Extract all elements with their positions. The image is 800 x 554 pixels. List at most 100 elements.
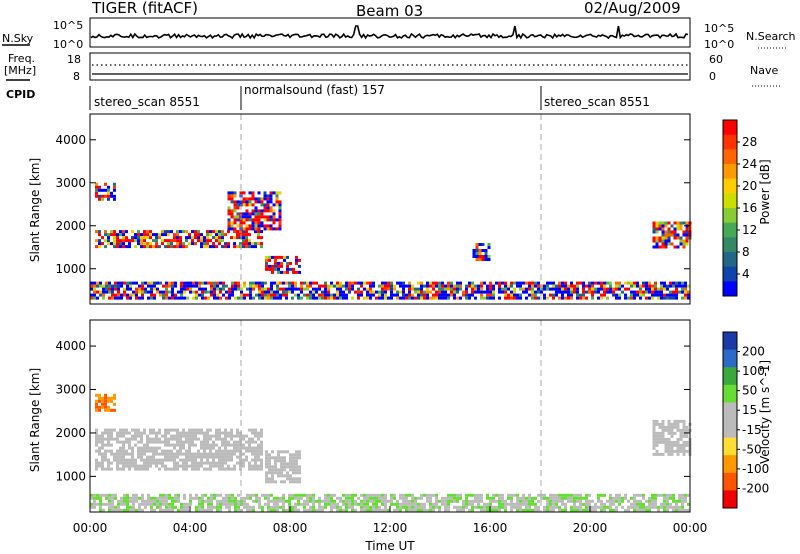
heatmap-cell bbox=[274, 264, 277, 268]
heatmap-cell bbox=[564, 493, 567, 497]
heatmap-cell bbox=[189, 287, 192, 291]
heatmap-cell bbox=[227, 467, 230, 471]
heatmap-cell bbox=[254, 449, 257, 453]
heatmap-cell bbox=[260, 242, 263, 246]
heatmap-cell bbox=[534, 290, 537, 294]
heatmap-cell bbox=[165, 496, 168, 500]
colorbar-segment bbox=[723, 367, 737, 386]
heatmap-cell bbox=[676, 227, 680, 231]
heatmap-cell bbox=[149, 236, 152, 240]
heatmap-cell bbox=[286, 471, 289, 475]
heatmap-cell bbox=[405, 493, 408, 497]
heatmap-cell bbox=[191, 464, 194, 468]
heatmap-cell bbox=[630, 293, 633, 297]
heatmap-cell bbox=[213, 493, 216, 497]
heatmap-cell bbox=[655, 437, 659, 441]
heatmap-cell bbox=[660, 293, 663, 297]
heatmap-cell bbox=[137, 431, 140, 435]
heatmap-cell bbox=[280, 471, 283, 475]
heatmap-cell bbox=[387, 284, 390, 288]
heatmap-cell bbox=[248, 191, 252, 195]
heatmap-cell bbox=[117, 281, 120, 285]
heatmap-cell bbox=[534, 502, 537, 506]
heatmap-cell bbox=[239, 455, 242, 459]
heatmap-cell bbox=[170, 230, 173, 234]
heatmap-cell bbox=[271, 456, 274, 460]
heatmap-cell bbox=[95, 464, 98, 468]
heatmap-cell bbox=[144, 499, 147, 503]
heatmap-cell bbox=[498, 502, 501, 506]
heatmap-cell bbox=[289, 459, 292, 463]
heatmap-cell bbox=[218, 437, 221, 441]
heatmap-cell bbox=[260, 221, 264, 225]
heatmap-cell bbox=[105, 493, 108, 497]
heatmap-cell bbox=[227, 212, 231, 216]
heatmap-cell bbox=[660, 493, 663, 497]
heatmap-cell bbox=[192, 284, 195, 288]
heatmap-cell bbox=[384, 496, 387, 500]
heatmap-cell bbox=[489, 499, 492, 503]
heatmap-cell bbox=[438, 505, 441, 509]
heatmap-cell bbox=[663, 499, 666, 503]
heatmap-cell bbox=[501, 496, 504, 500]
heatmap-cell bbox=[203, 446, 206, 450]
heatmap-cell bbox=[339, 284, 342, 288]
feature-late-band bbox=[652, 419, 692, 456]
heatmap-cell bbox=[224, 452, 227, 456]
heatmap-cell bbox=[206, 467, 209, 471]
heatmap-cell bbox=[206, 230, 209, 234]
heatmap-cell bbox=[381, 496, 384, 500]
heatmap-cell bbox=[522, 287, 525, 291]
heatmap-cell bbox=[149, 440, 152, 444]
heatmap-cell bbox=[285, 296, 288, 300]
heatmap-cell bbox=[266, 203, 270, 207]
heatmap-cell bbox=[289, 465, 292, 469]
heatmap-cell bbox=[531, 287, 534, 291]
colorbar-segment bbox=[723, 349, 737, 368]
heatmap-cell bbox=[96, 493, 99, 497]
heatmap-cell bbox=[312, 290, 315, 294]
heatmap-cell bbox=[111, 284, 114, 288]
heatmap-cell bbox=[309, 508, 312, 512]
heatmap-cell bbox=[134, 236, 137, 240]
heatmap-cell bbox=[117, 293, 120, 297]
heatmap-cell bbox=[543, 293, 546, 297]
heatmap-cell bbox=[429, 499, 432, 503]
heatmap-cell bbox=[474, 499, 477, 503]
heatmap-cell bbox=[618, 287, 621, 291]
heatmap-cell bbox=[360, 499, 363, 503]
heatmap-cell bbox=[156, 496, 159, 500]
heatmap-cell bbox=[216, 493, 219, 497]
heatmap-cell bbox=[264, 502, 267, 506]
heatmap-cell bbox=[254, 440, 257, 444]
heatmap-cell bbox=[206, 434, 209, 438]
heatmap-cell bbox=[257, 233, 260, 237]
heatmap-cell bbox=[167, 452, 170, 456]
heatmap-cell bbox=[402, 284, 405, 288]
heatmap-cell bbox=[140, 446, 143, 450]
heatmap-cell bbox=[140, 440, 143, 444]
heatmap-cell bbox=[114, 496, 117, 500]
heatmap-cell bbox=[194, 452, 197, 456]
heatmap-cell bbox=[167, 443, 170, 447]
heatmap-cell bbox=[642, 505, 645, 509]
heatmap-cell bbox=[339, 281, 342, 285]
heatmap-cell bbox=[339, 508, 342, 512]
heatmap-cell bbox=[685, 434, 689, 438]
heatmap-cell bbox=[330, 505, 333, 509]
heatmap-cell bbox=[318, 296, 321, 300]
heatmap-cell bbox=[660, 287, 663, 291]
heatmap-cell bbox=[251, 467, 254, 471]
heatmap-cell bbox=[673, 419, 677, 423]
heatmap-cell bbox=[108, 505, 111, 509]
heatmap-cell bbox=[185, 455, 188, 459]
heatmap-cell bbox=[195, 508, 198, 512]
heatmap-cell bbox=[188, 455, 191, 459]
heatmap-cell bbox=[384, 293, 387, 297]
heatmap-cell bbox=[122, 449, 125, 453]
heatmap-cell bbox=[108, 296, 111, 300]
heatmap-cell bbox=[120, 499, 123, 503]
heatmap-cell bbox=[351, 499, 354, 503]
heatmap-cell bbox=[230, 194, 234, 198]
